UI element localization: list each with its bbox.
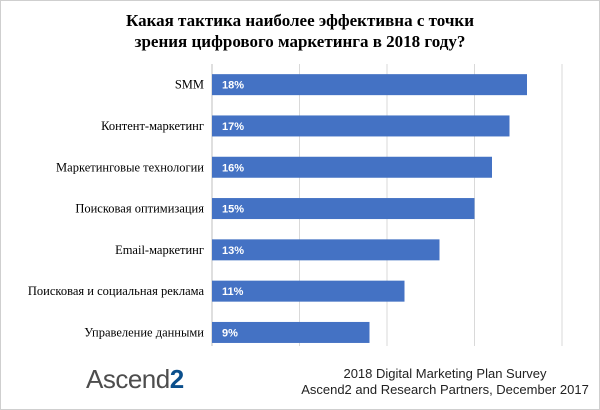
data-label: 16% <box>222 162 244 174</box>
bar <box>212 115 510 137</box>
data-label: 9% <box>222 327 238 339</box>
category-label: Поисковая и социальная реклама <box>28 284 205 298</box>
data-label: 15% <box>222 204 244 216</box>
source-line-2: Ascend2 and Research Partners, December … <box>301 382 589 397</box>
data-label: 13% <box>222 245 244 257</box>
category-label: Контент-маркетинг <box>101 119 204 133</box>
bar <box>212 74 527 96</box>
logo-digit: 2 <box>169 364 184 394</box>
chart-title: Какая тактика наиболее эффективна с точк… <box>60 10 540 52</box>
data-label: 18% <box>222 80 244 92</box>
chart-title-line-1: Какая тактика наиболее эффективна с точк… <box>125 11 475 30</box>
bar <box>212 280 405 302</box>
bar <box>212 156 492 178</box>
bar <box>212 198 475 220</box>
category-label: Маркетинговые технологии <box>56 160 204 174</box>
data-label: 17% <box>222 121 244 133</box>
category-label: Email-маркетинг <box>115 243 204 257</box>
category-label: Поисковая оптимизация <box>75 202 204 216</box>
category-label: Управеление данными <box>84 325 204 339</box>
bar <box>212 321 370 343</box>
source-line-1: 2018 Digital Marketing Plan Survey <box>343 366 547 381</box>
logo-text: Ascend <box>86 364 170 394</box>
data-label: 11% <box>222 286 244 298</box>
ascend2-logo: Ascend2 <box>86 364 184 395</box>
chart-title-line-2: зрения цифрового маркетинга в 2018 году? <box>134 32 466 51</box>
source-note: 2018 Digital Marketing Plan Survey Ascen… <box>300 366 590 398</box>
category-label: SMM <box>175 78 204 92</box>
bar <box>212 239 440 261</box>
